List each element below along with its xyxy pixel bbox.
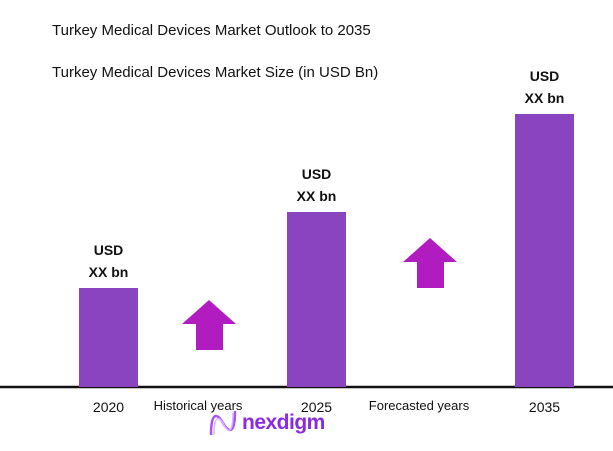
growth-arrow-icon [182, 300, 236, 350]
data-label-line2: XX bn [89, 264, 129, 280]
data-label-line2: XX bn [297, 188, 337, 204]
data-label-line1: USD [302, 166, 332, 182]
bar-2020 [79, 288, 138, 387]
bar-2025 [287, 212, 346, 387]
chart-title: Turkey Medical Devices Market Outlook to… [52, 22, 371, 39]
chart-subtitle: Turkey Medical Devices Market Size (in U… [52, 64, 379, 81]
x-tick-label: 2025 [301, 399, 332, 415]
data-label-line1: USD [530, 68, 560, 84]
logo-text: nexdigm [242, 411, 325, 434]
period-label-historical: Historical years [154, 398, 243, 413]
growth-arrow-icon [403, 238, 457, 288]
x-tick-label: 2035 [529, 399, 560, 415]
x-tick-label: 2020 [93, 399, 124, 415]
period-label-forecast: Forecasted years [369, 398, 470, 413]
data-label-line2: XX bn [525, 90, 565, 106]
bar-2035 [515, 114, 574, 387]
logo-wave-icon [209, 410, 237, 436]
nexdigm-logo: nexdigm [208, 409, 325, 437]
data-label-line1: USD [94, 242, 124, 258]
